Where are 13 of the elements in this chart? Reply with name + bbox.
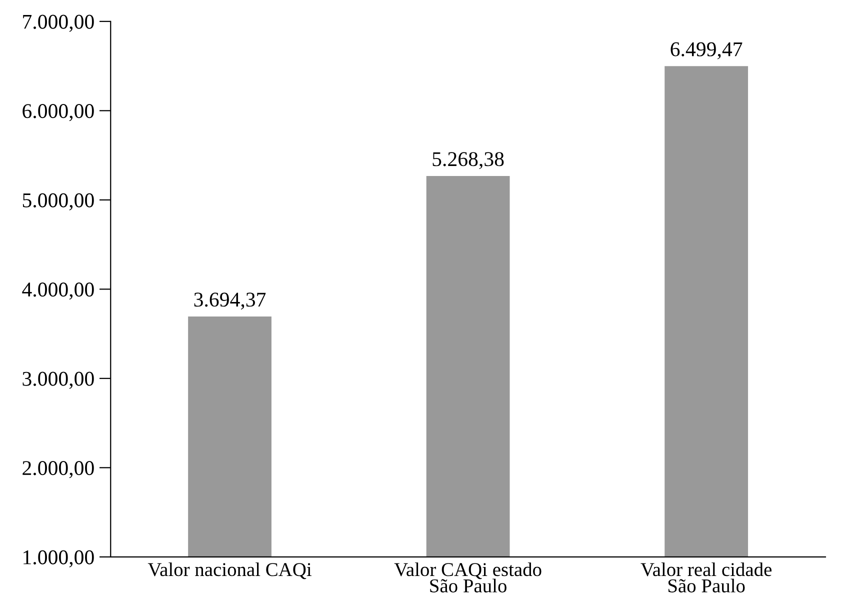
y-tick-label: 5.000,00 [22, 193, 94, 210]
data-label: 6.499,47 [670, 42, 742, 60]
data-label: 5.268,38 [432, 152, 504, 170]
y-tick-label: 2.000,00 [22, 461, 94, 478]
data-label: 3.694,37 [194, 292, 266, 310]
x-tick-label: Valor nacional CAQi [148, 562, 312, 580]
x-tick-label: Valor real cidade São Paulo [640, 562, 772, 592]
y-tick-label: 1.000,00 [24, 550, 94, 568]
x-tick-label: Valor CAQi estado São Paulo [394, 562, 542, 592]
y-tick-label: 6.000,00 [22, 104, 94, 122]
y-tick-label: 7.000,00 [23, 14, 94, 32]
y-tick-label: 4.000,00 [22, 282, 94, 300]
y-tick-label: 3.000,00 [22, 372, 94, 389]
